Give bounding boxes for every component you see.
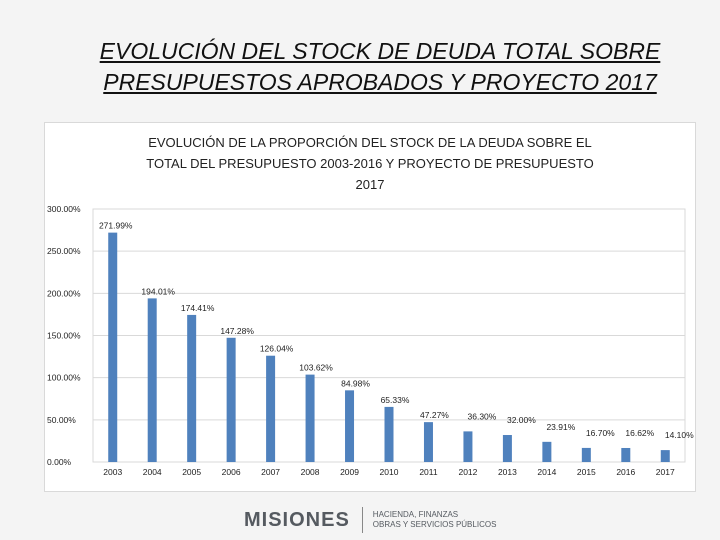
x-tick-label: 2013	[498, 467, 517, 477]
data-label: 32.00%	[507, 415, 536, 425]
chart-title-line-3: 2017	[356, 177, 385, 192]
bar	[226, 337, 236, 462]
chart-title-line-2: TOTAL DEL PRESUPUESTO 2003-2016 Y PROYEC…	[146, 156, 593, 171]
chart-title-line-1: EVOLUCIÓN DE LA PROPORCIÓN DEL STOCK DE …	[148, 135, 592, 150]
bar	[463, 431, 473, 462]
x-tick-label: 2006	[222, 467, 241, 477]
bar	[660, 450, 670, 462]
bar	[384, 406, 394, 462]
bar	[542, 441, 552, 462]
bar	[187, 314, 197, 462]
logo-divider	[361, 507, 363, 533]
x-tick-label: 2005	[182, 467, 201, 477]
bar	[345, 390, 355, 462]
x-tick-label: 2015	[577, 467, 596, 477]
logo-wordmark: MISIONES	[244, 508, 350, 531]
x-tick-label: 2007	[261, 467, 280, 477]
x-tick-label: 2017	[656, 467, 675, 477]
x-tick-label: 2003	[103, 467, 122, 477]
data-label: 84.98%	[341, 378, 370, 388]
bar	[147, 298, 157, 462]
bar	[108, 232, 118, 462]
y-tick-label: 150.00%	[47, 331, 81, 341]
bar	[621, 447, 631, 462]
y-tick-label: 250.00%	[47, 246, 81, 256]
data-label: 147.28%	[220, 326, 254, 336]
x-tick-label: 2010	[380, 467, 399, 477]
logo-subtitle-line-2: OBRAS Y SERVICIOS PÚBLICOS	[372, 520, 497, 529]
data-label: 174.41%	[181, 303, 215, 313]
bar	[305, 374, 315, 462]
data-label: 16.70%	[586, 428, 615, 438]
data-label: 65.33%	[381, 395, 410, 405]
y-tick-label: 0.00%	[47, 457, 72, 467]
bar	[266, 355, 276, 462]
chart-frame: EVOLUCIÓN DE LA PROPORCIÓN DEL STOCK DE …	[44, 122, 696, 492]
data-label: 271.99%	[99, 221, 133, 231]
bar	[502, 435, 512, 462]
x-tick-label: 2016	[616, 467, 635, 477]
data-label: 103.62%	[299, 363, 333, 373]
data-label: 126.04%	[260, 344, 294, 354]
x-tick-label: 2011	[419, 467, 438, 477]
y-tick-label: 100.00%	[47, 373, 81, 383]
slide-title: EVOLUCIÓN DEL STOCK DE DEUDA TOTAL SOBRE…	[60, 36, 700, 98]
logo-subtitle-line-1: HACIENDA, FINANZAS	[372, 510, 459, 519]
slide-title-line-1: EVOLUCIÓN DEL STOCK DE DEUDA TOTAL SOBRE	[99, 38, 661, 64]
data-label: 16.62%	[625, 428, 654, 438]
data-label: 14.10%	[665, 430, 694, 440]
data-label: 36.30%	[468, 411, 497, 421]
data-label: 23.91%	[546, 422, 575, 432]
bar	[423, 422, 433, 462]
footer-logo: MISIONES HACIENDA, FINANZAS OBRAS Y SERV…	[244, 505, 544, 535]
x-tick-label: 2014	[537, 467, 556, 477]
x-tick-label: 2009	[340, 467, 359, 477]
bar	[581, 447, 591, 462]
y-tick-label: 200.00%	[47, 288, 81, 298]
slide-title-line-2: PRESUPUESTOS APROBADOS Y PROYECTO 2017	[103, 69, 657, 95]
debt-ratio-bar-chart: EVOLUCIÓN DE LA PROPORCIÓN DEL STOCK DE …	[47, 135, 694, 477]
x-tick-label: 2008	[301, 467, 320, 477]
logo-subtitle: HACIENDA, FINANZAS OBRAS Y SERVICIOS PÚB…	[373, 510, 497, 530]
x-tick-label: 2004	[143, 467, 162, 477]
data-label: 194.01%	[141, 286, 175, 296]
x-tick-label: 2012	[458, 467, 477, 477]
y-tick-label: 50.00%	[47, 415, 76, 425]
data-label: 47.27%	[420, 410, 449, 420]
y-tick-label: 300.00%	[47, 204, 81, 214]
